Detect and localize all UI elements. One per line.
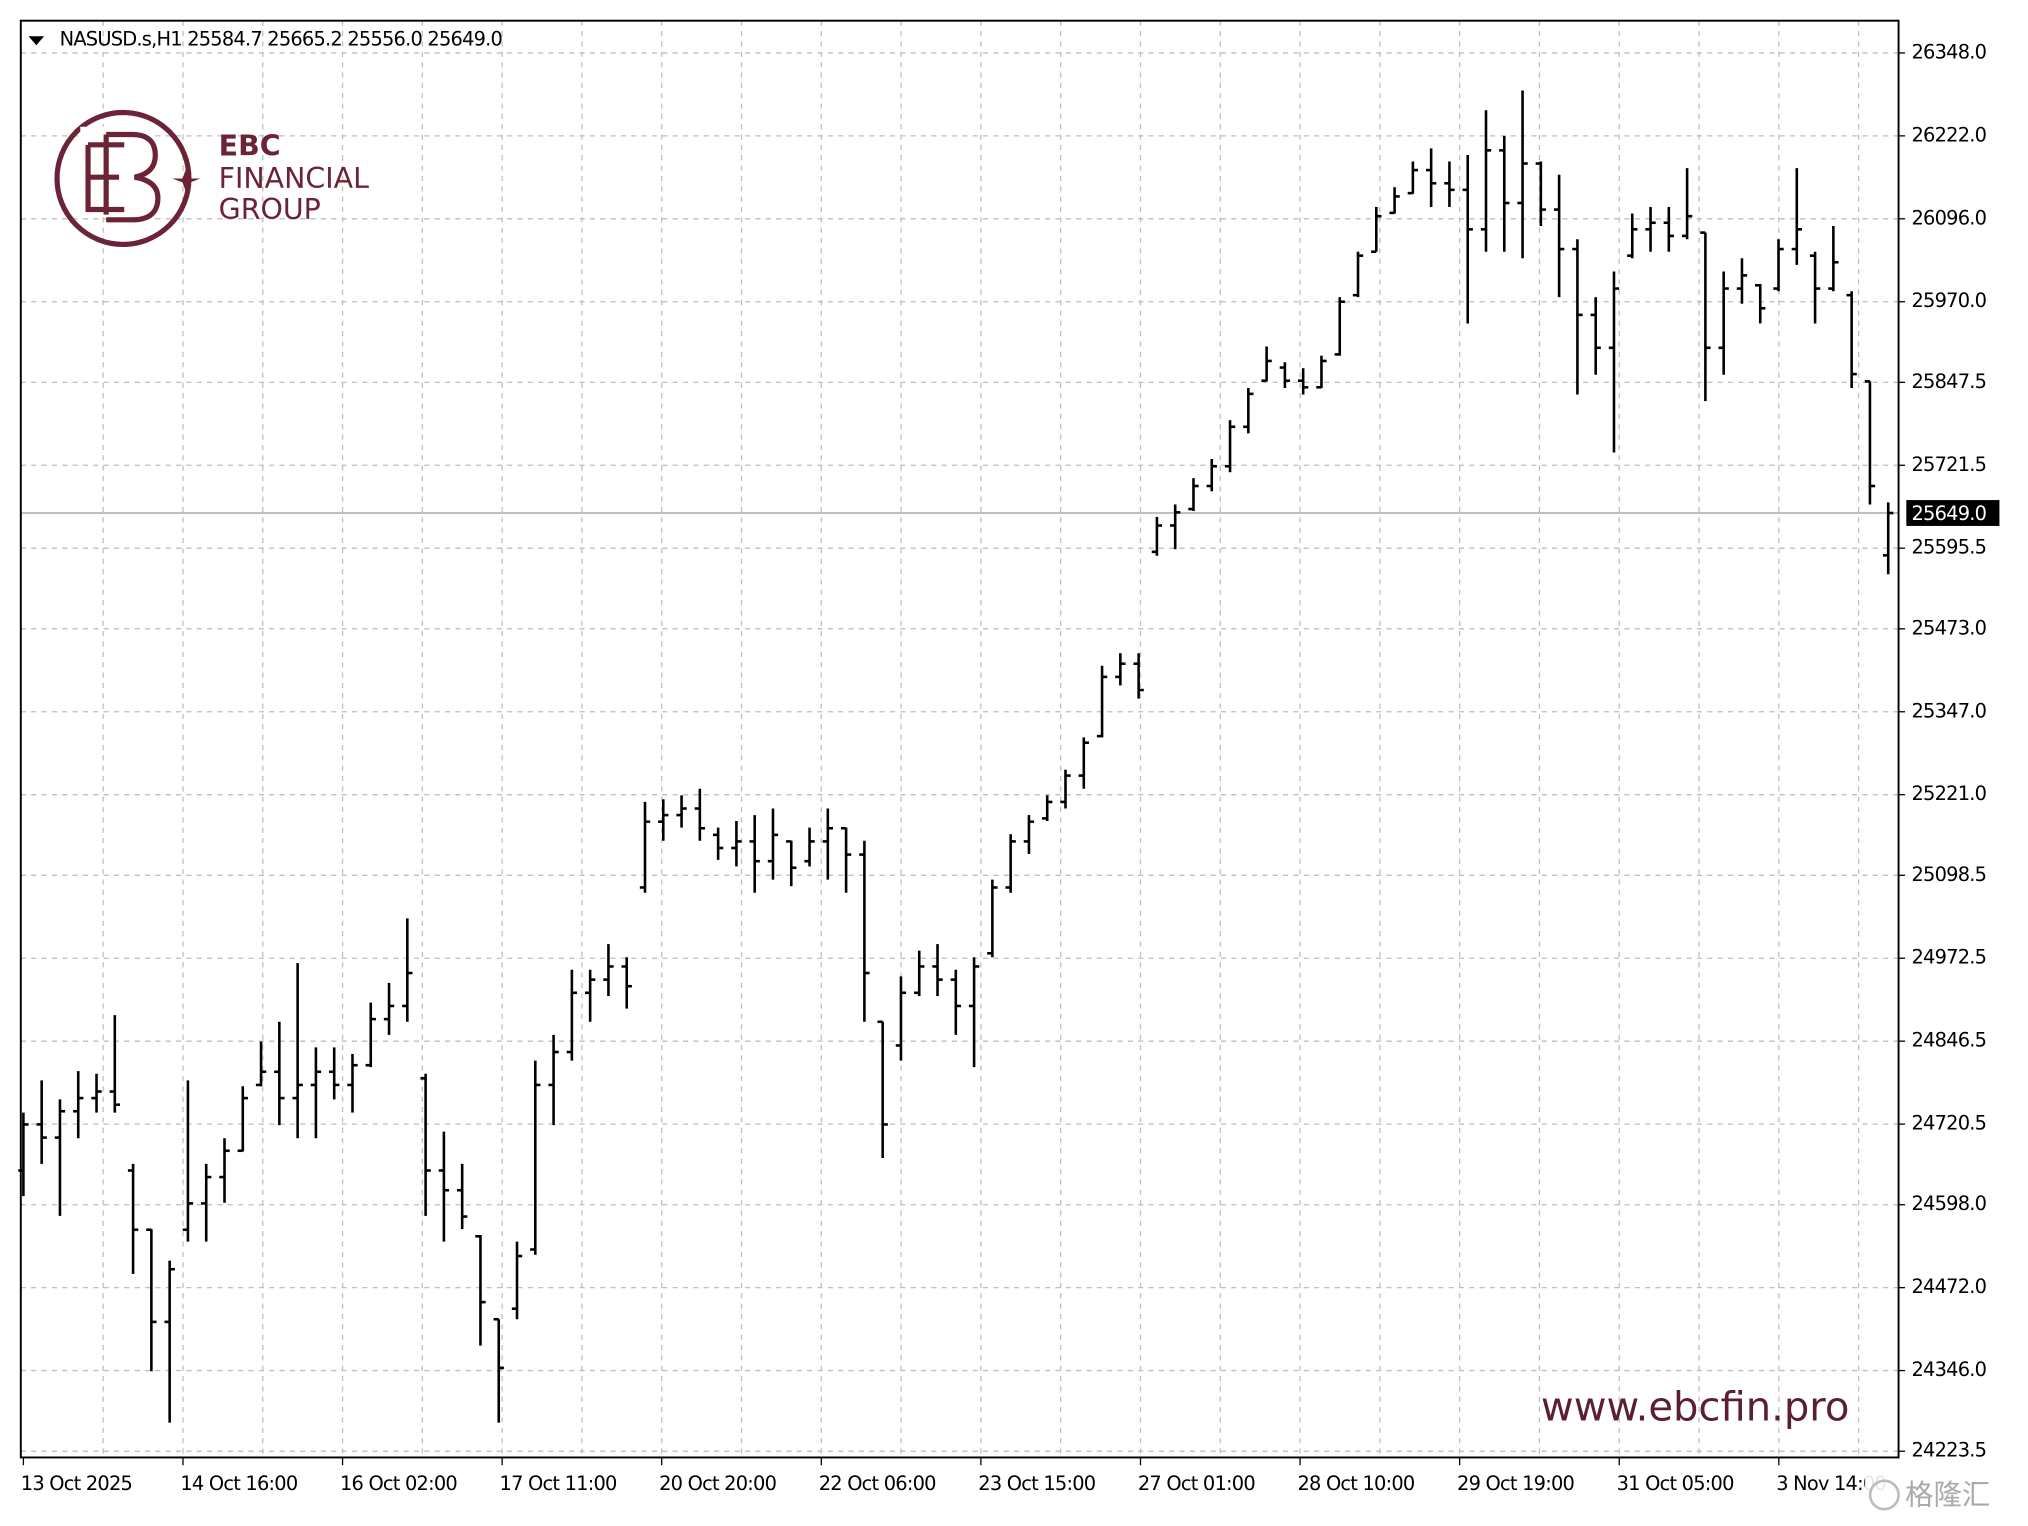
y-tick-label: 24472.0 (1911, 1275, 1986, 1298)
bars (18, 90, 1894, 1423)
website: www.ebcfin.pro (1541, 1385, 1849, 1431)
current-price-label: 25649.0 (1911, 502, 1986, 525)
y-tick-label: 26222.0 (1911, 123, 1986, 146)
y-tick-label: 25473.0 (1911, 616, 1986, 639)
y-tick-label: 24598.0 (1911, 1192, 1986, 1215)
logo-text: EBC (219, 129, 281, 162)
x-tick-label: 28 Oct 10:00 (1297, 1472, 1414, 1495)
logo-star (172, 168, 201, 193)
x-tick-label: 27 Oct 01:00 (1138, 1472, 1255, 1495)
y-tick-label: 24972.5 (1911, 946, 1986, 969)
watermark: 格隆汇 (1864, 1467, 2028, 1520)
y-tick-label: 25347.0 (1911, 699, 1986, 722)
x-tick-label: 23 Oct 15:00 (978, 1472, 1095, 1495)
y-tick-label: 25221.0 (1911, 782, 1986, 805)
x-tick-label: 16 Oct 02:00 (340, 1472, 457, 1495)
y-tick-label: 24720.5 (1911, 1112, 1986, 1135)
axes: 26348.0 26222.0 26096.0 25970.0 25847.5 25721… (21, 40, 2000, 1495)
y-tick-label: 25595.5 (1911, 536, 1986, 559)
logo-text: GROUP (219, 193, 321, 226)
logo-mark (85, 131, 161, 223)
x-tick-label: 20 Oct 20:00 (659, 1472, 776, 1495)
y-tick-label: 26096.0 (1911, 206, 1986, 229)
chart-title: NASUSD.s,H1 25584.7 25665.2 25556.0 2564… (60, 28, 503, 51)
y-tick-label: 24223.5 (1911, 1439, 1986, 1462)
x-tick-label: 17 Oct 11:00 (500, 1472, 617, 1495)
y-tick-label: 24846.5 (1911, 1029, 1986, 1052)
x-tick-label: 14 Oct 16:00 (180, 1472, 297, 1495)
x-tick-label: 22 Oct 06:00 (819, 1472, 936, 1495)
logo-mask (80, 126, 152, 215)
x-tick-label: 29 Oct 19:00 (1457, 1472, 1574, 1495)
logo-text: FINANCIAL (219, 162, 369, 195)
watermark-text: 格隆汇 (1905, 1478, 1990, 1511)
y-tick-label: 25970.0 (1911, 289, 1986, 312)
y-tick-label: 25098.5 (1911, 863, 1986, 886)
watermark-icon (1868, 1479, 1900, 1511)
x-tick-label: 13 Oct 2025 (21, 1472, 132, 1495)
y-tick-label: 24346.0 (1911, 1358, 1986, 1381)
grid (20, 20, 1899, 1458)
logo: EBC FINANCIAL GROUP (54, 109, 369, 248)
y-tick-label: 26348.0 (1911, 40, 1986, 63)
watermark-bg (1864, 1467, 2028, 1520)
plot-frame (19, 19, 1900, 1459)
menu-arrow (28, 36, 45, 46)
x-tick-label: 31 Oct 05:00 (1617, 1472, 1734, 1495)
x-tick-label: 3 Nov 14:00 (1776, 1472, 1886, 1495)
current-price-box (1906, 500, 2000, 526)
y-tick-label: 25847.5 (1911, 370, 1986, 393)
y-tick-label: 25721.5 (1911, 453, 1986, 476)
